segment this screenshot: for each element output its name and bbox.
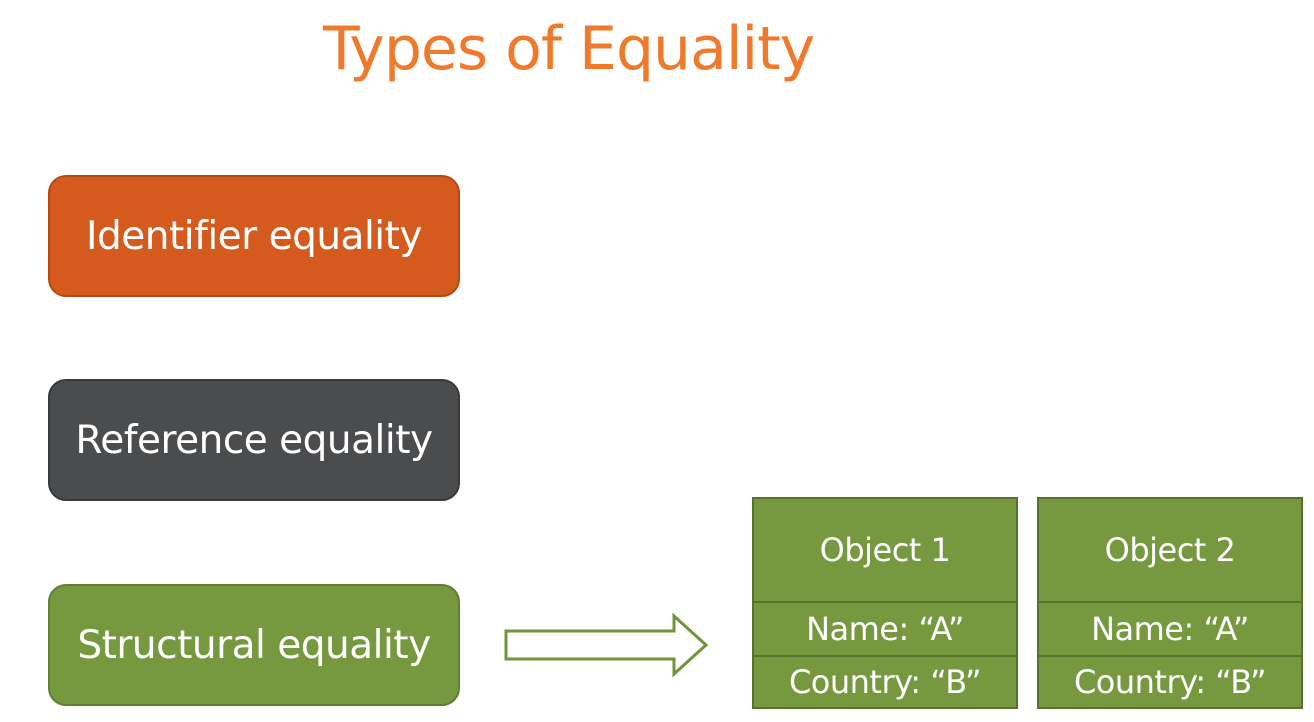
right-arrow-outline-icon	[504, 612, 709, 678]
object-1-card: Object 1 Name: “A” Country: “B”	[752, 497, 1018, 709]
identifier-equality-box: Identifier equality	[48, 175, 460, 297]
object-1-name-field: Name: “A”	[754, 603, 1016, 657]
object-2-name-field: Name: “A”	[1039, 603, 1301, 657]
object-1-country-field: Country: “B”	[788, 663, 982, 701]
object-2-header: Object 2	[1039, 499, 1301, 603]
object-2-country-field: Country: “B”	[1073, 663, 1267, 701]
object-1-header: Object 1	[754, 499, 1016, 603]
object-2-card: Object 2 Name: “A” Country: “B”	[1037, 497, 1303, 709]
reference-equality-box: Reference equality	[48, 379, 460, 501]
structural-equality-box: Structural equality	[48, 584, 460, 706]
page-title: Types of Equality	[323, 14, 815, 84]
